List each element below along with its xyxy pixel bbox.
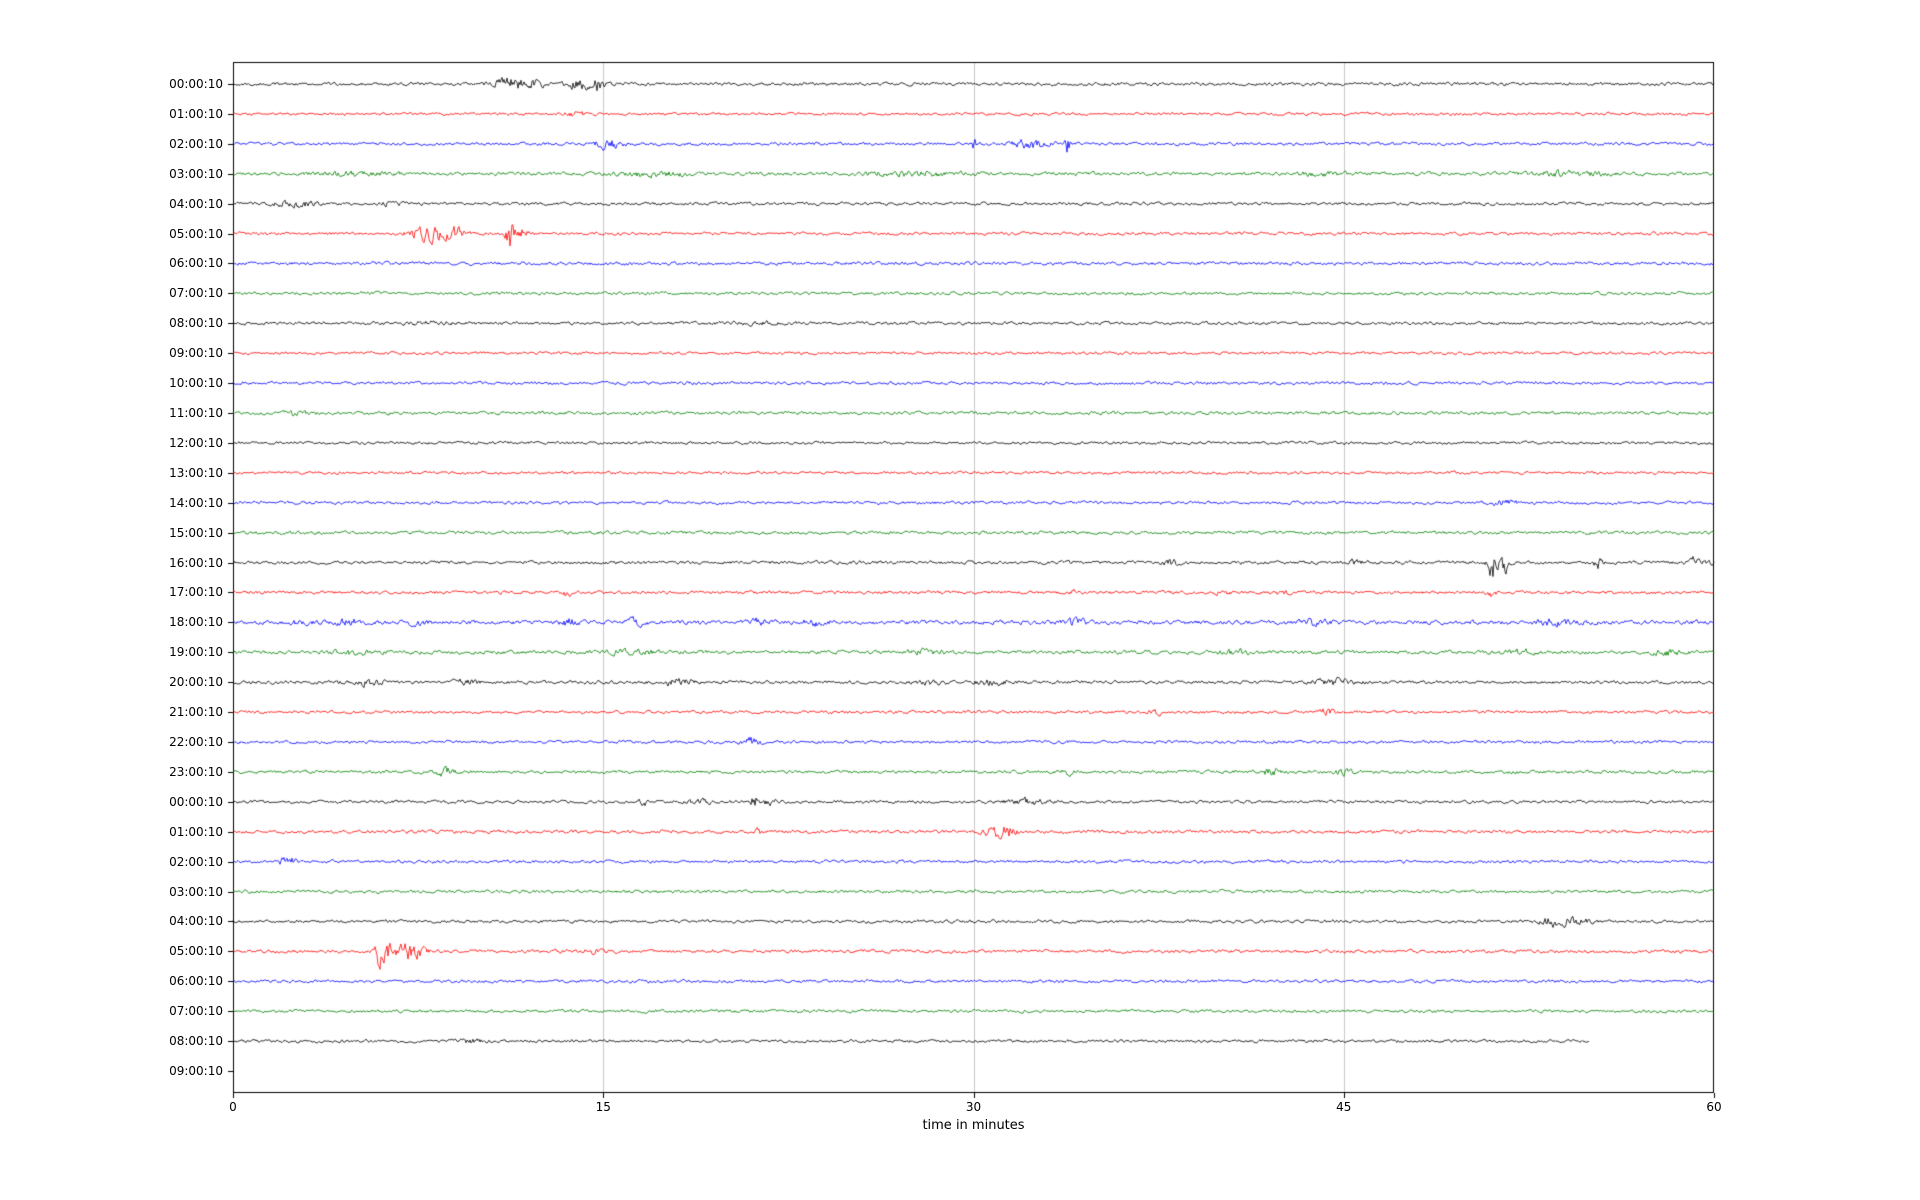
row-label: 21:00:10 (169, 705, 223, 720)
row-label: 16:00:10 (169, 555, 223, 570)
row-label: 11:00:10 (169, 406, 223, 420)
row-label: 12:00:10 (169, 435, 223, 450)
row-label: 05:00:10 (169, 944, 223, 959)
row-label: 10:00:10 (169, 376, 223, 391)
row-label: 02:00:10 (169, 854, 223, 869)
row-label: 02:00:10 (169, 136, 223, 151)
row-label: 01:00:10 (169, 106, 223, 121)
row-label: 04:00:10 (169, 196, 223, 211)
row-label: 07:00:10 (169, 1004, 223, 1019)
row-label: 03:00:10 (169, 884, 223, 899)
row-label: 05:00:10 (169, 226, 223, 241)
row-label: 06:00:10 (169, 256, 223, 271)
x-axis-title: time in minutes (922, 1118, 1025, 1133)
row-label: 01:00:10 (169, 824, 223, 839)
row-label: 17:00:10 (169, 585, 223, 600)
row-label: 04:00:10 (169, 914, 223, 929)
row-label: 20:00:10 (169, 675, 223, 690)
y-axis-labels: 00:00:10 01:00:10 02:00:10 03:00:10 04:00:10… (0, 0, 233, 1200)
row-label: 14:00:10 (169, 495, 223, 510)
row-label: 19:00:10 (169, 645, 223, 660)
row-label: 03:00:10 (169, 166, 223, 181)
row-label: 09:00:10 (169, 346, 223, 361)
row-label: 08:00:10 (169, 1034, 223, 1049)
row-label: 00:00:10 (169, 794, 223, 809)
row-label: 07:00:10 (169, 286, 223, 301)
row-label: 08:00:10 (169, 316, 223, 331)
row-label: 06:00:10 (169, 974, 223, 989)
row-label: 13:00:10 (169, 465, 223, 480)
row-label: 15:00:10 (169, 525, 223, 540)
row-label: 18:00:10 (169, 615, 223, 630)
row-label: 09:00:10 (169, 1064, 223, 1078)
row-label: 00:00:10 (169, 77, 223, 91)
row-label: 23:00:10 (169, 764, 223, 779)
row-label: 22:00:10 (169, 735, 223, 749)
